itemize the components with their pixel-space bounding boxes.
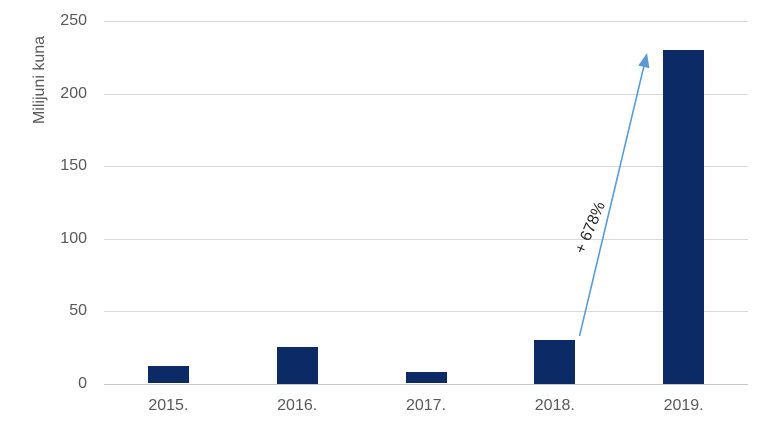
y-tick-label: 50 xyxy=(69,302,87,319)
y-tick-label: 0 xyxy=(78,374,87,392)
gridline xyxy=(104,238,748,240)
bar-2015 xyxy=(147,366,189,384)
bar-2019 xyxy=(663,50,705,384)
y-tick-label: 250 xyxy=(60,12,87,29)
y-tick-label: 200 xyxy=(60,84,87,102)
gridline xyxy=(104,311,748,312)
x-tick-label: 2015. xyxy=(148,397,189,414)
x-tick-label: 2017. xyxy=(405,397,447,414)
bar-2016 xyxy=(276,347,318,384)
bar-2017 xyxy=(405,371,447,384)
growth-annotation: + 678% xyxy=(572,199,610,257)
y-tick-label: 100 xyxy=(60,229,87,247)
y-axis-title: Milijuni kuna xyxy=(31,35,48,125)
bar-2018 xyxy=(534,340,576,384)
y-tick-label: 150 xyxy=(60,157,87,174)
gridline xyxy=(104,21,748,22)
x-tick-label: 2016. xyxy=(277,397,318,414)
x-axis-line xyxy=(104,383,748,385)
x-tick-label: 2019. xyxy=(663,397,704,414)
x-tick-label: 2018. xyxy=(534,397,575,414)
gridline xyxy=(104,93,748,95)
gridline xyxy=(104,166,748,167)
